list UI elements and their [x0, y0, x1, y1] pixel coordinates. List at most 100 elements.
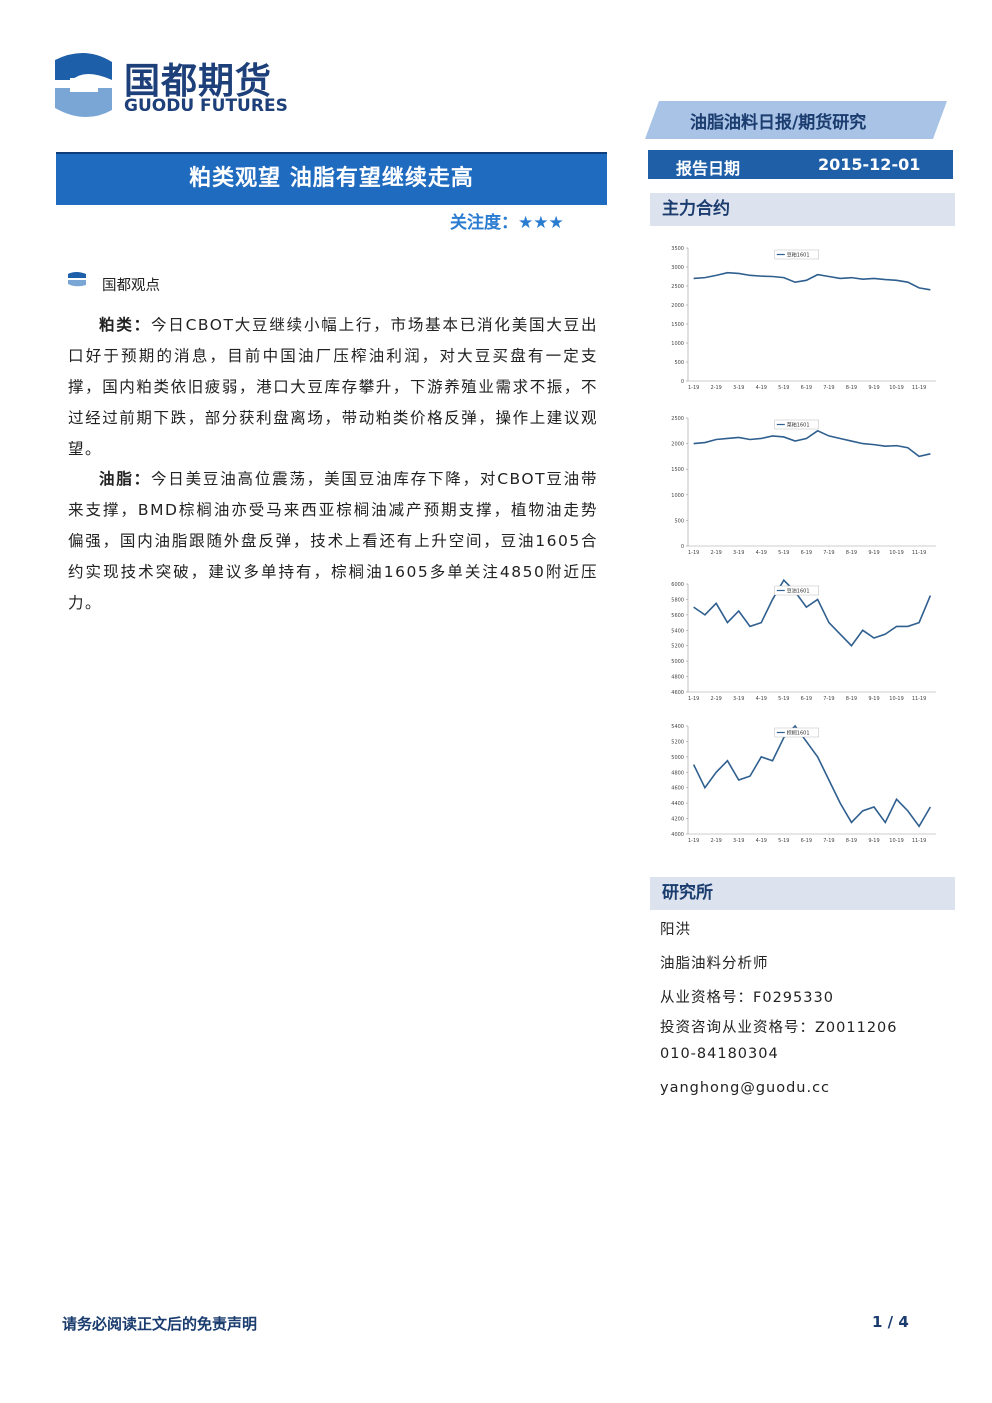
paragraph-text: 今日CBOT大豆继续小幅上行，市场基本已消化美国大豆出口好于预期的消息，目前中国…	[68, 316, 598, 458]
legend-box	[774, 249, 820, 260]
page-number: 1 / 4	[872, 1313, 909, 1331]
x-tick-label: 2-19	[711, 550, 722, 556]
y-tick-label: 5800	[671, 597, 684, 603]
y-tick-label: 5000	[671, 659, 684, 665]
y-tick-label: 6000	[671, 582, 684, 588]
paragraph-label: 粕类：	[99, 316, 151, 334]
x-tick-label: 4-19	[756, 696, 767, 702]
x-tick-label: 5-19	[778, 838, 789, 844]
legend-box	[774, 419, 820, 430]
date-label: 报告日期	[676, 159, 741, 178]
x-tick-label: 10-19	[889, 838, 904, 844]
legend-label: 豆粕1601	[787, 252, 810, 259]
attention-label: 关注度：	[450, 213, 518, 233]
logo-en: GUODU FUTURES	[124, 96, 288, 116]
phone: 010-84180304	[660, 1046, 779, 1062]
x-tick-label: 2-19	[711, 385, 722, 391]
x-tick-label: 10-19	[889, 696, 904, 702]
legend-label: 豆油1601	[787, 588, 810, 595]
y-tick-label: 500	[674, 518, 684, 524]
y-tick-label: 500	[674, 360, 684, 366]
x-tick-label: 8-19	[846, 385, 857, 391]
x-tick-label: 7-19	[823, 838, 834, 844]
chart: 4600 4800 5000 5200 5400 5600 5800 6000 1-19 2-19…	[671, 578, 936, 702]
section-heading: 国都观点	[102, 278, 160, 294]
x-tick-label: 1-19	[688, 550, 699, 556]
y-tick-label: 4200	[671, 817, 684, 823]
title-bar	[56, 152, 607, 205]
date-bar	[648, 150, 953, 179]
x-tick-label: 10-19	[889, 550, 904, 556]
x-tick-label: 9-19	[868, 696, 879, 702]
research-heading: 研究所	[650, 877, 955, 910]
y-tick-label: 0	[681, 379, 684, 385]
y-tick-label: 4400	[671, 801, 684, 807]
y-tick-label: 4600	[671, 690, 684, 696]
y-tick-label: 0	[681, 544, 684, 550]
x-tick-label: 3-19	[733, 385, 744, 391]
paragraph-label: 油脂：	[99, 470, 151, 488]
series-line	[693, 429, 931, 458]
y-tick-label: 5600	[671, 613, 684, 619]
x-tick-label: 2-19	[711, 838, 722, 844]
x-tick-label: 11-19	[912, 838, 927, 844]
series-line	[693, 271, 931, 291]
x-tick-label: 7-19	[823, 385, 834, 391]
x-tick-label: 3-19	[733, 696, 744, 702]
y-tick-label: 3000	[671, 265, 684, 271]
x-tick-label: 8-19	[846, 838, 857, 844]
y-tick-label: 5200	[671, 739, 684, 745]
legend-label: 棕榈1601	[787, 730, 810, 737]
license: 从业资格号：F0295330	[660, 990, 834, 1006]
license: 投资咨询从业资格号：Z0011206	[660, 1020, 898, 1036]
y-tick-label: 4800	[671, 770, 684, 776]
x-tick-label: 10-19	[889, 385, 904, 391]
x-tick-label: 1-19	[688, 838, 699, 844]
y-tick-label: 5400	[671, 628, 684, 634]
y-tick-label: 1000	[671, 493, 684, 499]
y-tick-label: 5400	[671, 724, 684, 730]
x-tick-label: 6-19	[801, 385, 812, 391]
x-tick-label: 2-19	[711, 696, 722, 702]
date-value: 2015-12-01	[818, 155, 921, 174]
paragraph: 粕类：今日CBOT大豆继续小幅上行，市场基本已消化美国大豆出口好于预期的消息，目…	[68, 310, 598, 465]
y-tick-label: 3500	[671, 246, 684, 252]
disclaimer: 请务必阅读正文后的免责声明	[62, 1315, 258, 1333]
email: yanghong@guodu.cc	[660, 1080, 831, 1096]
attention-stars: ★★★	[518, 213, 564, 233]
x-tick-label: 8-19	[846, 696, 857, 702]
attention: 关注度：★★★	[450, 208, 564, 233]
chart: 0 500 1000 1500 2000 2500 3000 3500 1-19 2-19 3-19…	[671, 246, 936, 391]
series-line	[692, 724, 932, 828]
x-tick-label: 11-19	[912, 696, 927, 702]
y-tick-label: 4600	[671, 786, 684, 792]
x-tick-label: 3-19	[733, 550, 744, 556]
contracts-heading: 主力合约	[650, 193, 955, 226]
x-tick-label: 11-19	[912, 385, 927, 391]
logo-mark	[55, 52, 112, 118]
y-tick-label: 2500	[671, 284, 684, 290]
series-line	[693, 578, 932, 647]
y-tick-label: 1000	[671, 341, 684, 347]
y-tick-label: 5200	[671, 644, 684, 650]
y-tick-label: 2000	[671, 442, 684, 448]
legend-box	[774, 585, 820, 596]
y-tick-label: 2000	[671, 303, 684, 309]
x-tick-label: 11-19	[912, 550, 927, 556]
x-tick-label: 9-19	[868, 838, 879, 844]
y-tick-label: 4800	[671, 675, 684, 681]
x-tick-label: 9-19	[868, 550, 879, 556]
x-tick-label: 5-19	[778, 385, 789, 391]
x-tick-label: 8-19	[846, 550, 857, 556]
x-tick-label: 4-19	[756, 550, 767, 556]
category-banner	[645, 101, 947, 139]
paragraph: 油脂：今日美豆油高位震荡，美国豆油库存下降，对CBOT豆油带来支撑，BMD棕榈油…	[68, 464, 598, 619]
category: 油脂油料日报/期货研究	[690, 113, 867, 133]
legend-box	[774, 727, 820, 738]
legend-label: 菜粕1601	[787, 422, 810, 429]
x-tick-label: 6-19	[801, 550, 812, 556]
y-tick-label: 1500	[671, 322, 684, 328]
x-tick-label: 1-19	[688, 696, 699, 702]
x-tick-label: 5-19	[778, 696, 789, 702]
